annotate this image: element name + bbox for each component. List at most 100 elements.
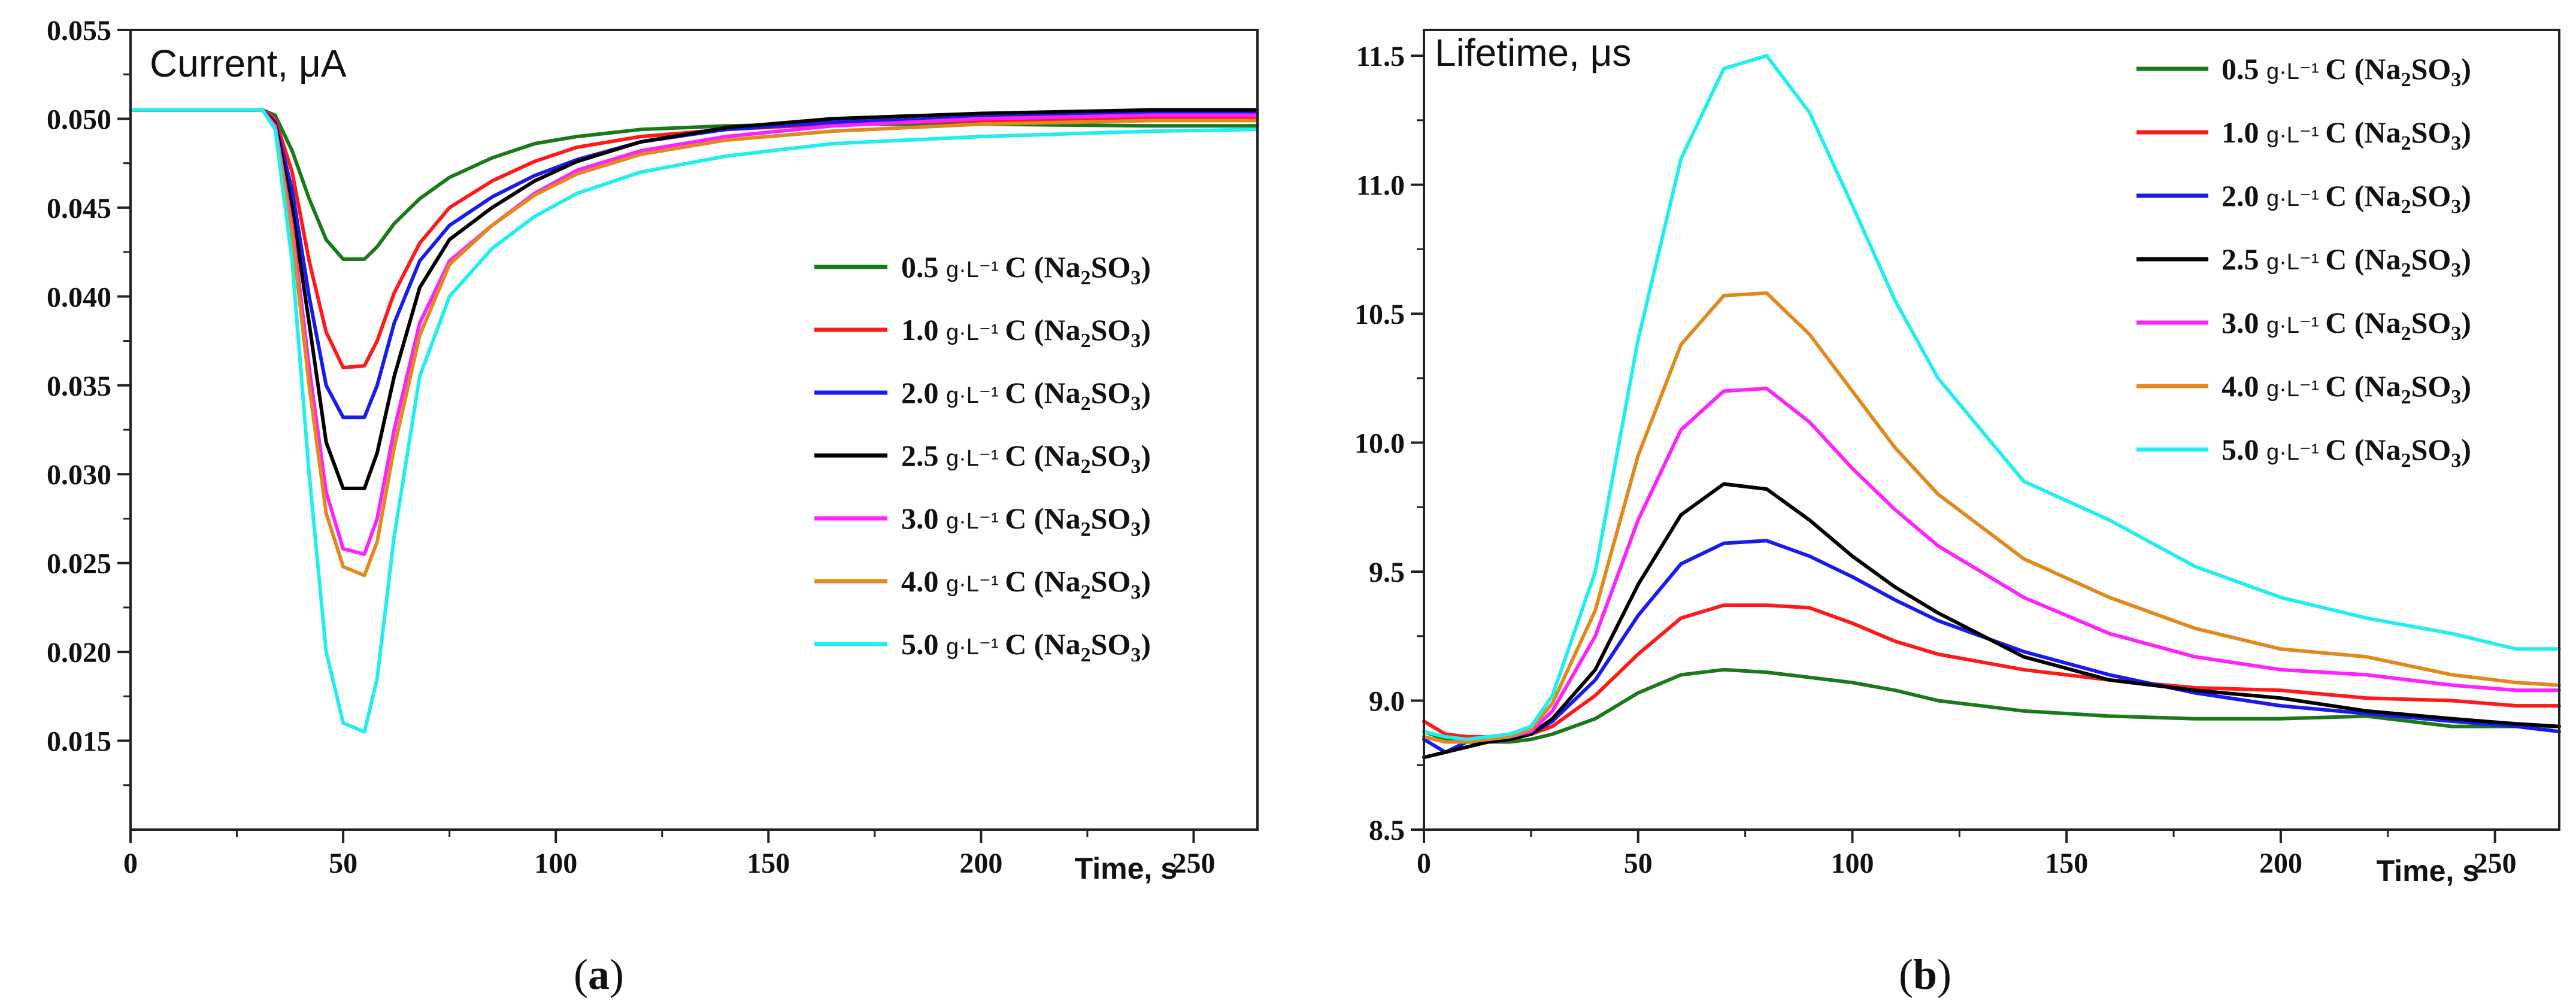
panel-a-series-line-4-0: [129, 108, 1259, 578]
legend-subscript: 3: [1131, 393, 1141, 415]
panel-a-y-tick-label: 0.025: [47, 548, 111, 580]
panel-a-legend-item: 2.0 g·L⁻¹ C (Na2SO3): [814, 376, 1151, 415]
legend-unit: g·L⁻¹: [946, 509, 1005, 534]
legend-subscript: 3: [2451, 69, 2461, 91]
legend-subscript: 3: [2451, 196, 2461, 218]
panel-b-legend-item: 2.5 g·L⁻¹ C (Na2SO3): [2136, 242, 2471, 281]
legend-concentration: 1.0: [2222, 116, 2266, 149]
legend-concentration: 1.0: [901, 313, 946, 347]
panel-b-x-tick-label: 200: [2259, 848, 2302, 879]
panel-a-label: (a): [574, 951, 624, 998]
legend-formula: C (Na: [1005, 439, 1080, 472]
legend-formula: C (Na: [1005, 502, 1080, 535]
panel-b-x-axis-label: Time, s: [2377, 854, 2479, 888]
panel-a-legend-item: 4.0 g·L⁻¹ C (Na2SO3): [814, 564, 1151, 603]
legend-concentration: 2.0: [901, 376, 946, 409]
panel-a-legend-label: 5.0 g·L⁻¹ C (Na2SO3): [901, 627, 1151, 666]
legend-concentration: 3.0: [901, 502, 946, 535]
legend-subscript: 2: [1081, 267, 1091, 289]
legend-formula: SO: [1091, 627, 1131, 661]
legend-formula: ): [1141, 313, 1151, 347]
panel-a-y-tick-label: 0.015: [47, 726, 111, 758]
panel-a-chart: 0 50 100 150 200 250 0.015 0.020 0.025 0.030 0.035…: [47, 15, 1259, 998]
panel-a-series: [129, 108, 1259, 734]
panel-b-letter: b: [1913, 951, 1937, 998]
panel-a-y-tick-label: 0.030: [47, 459, 111, 491]
legend-concentration: 3.0: [2222, 306, 2266, 339]
panel-a-legend-label: 3.0 g·L⁻¹ C (Na2SO3): [901, 502, 1151, 541]
panel-b-chart: 0 50 100 150 200 250 8.5 9.0 9.5 10.0 10.5 11.0 11.5…: [1354, 29, 2561, 998]
panel-a-x-tick-label: 0: [123, 848, 138, 879]
panel-a-x-tick-label: 100: [534, 848, 577, 879]
panel-a-x-tick-label: 50: [329, 848, 357, 879]
panel-a-legend-item: 1.0 g·L⁻¹ C (Na2SO3): [814, 313, 1151, 352]
panel-b-legend-item: 3.0 g·L⁻¹ C (Na2SO3): [2136, 306, 2471, 345]
legend-formula: ): [2461, 433, 2471, 466]
panel-b-legend-item: 0.5 g·L⁻¹ C (Na2SO3): [2136, 52, 2471, 91]
legend-formula: C (Na: [2325, 179, 2401, 212]
legend-formula: ): [2461, 116, 2471, 149]
panel-b-legend-item: 4.0 g·L⁻¹ C (Na2SO3): [2136, 369, 2471, 408]
legend-subscript: 2: [2401, 69, 2411, 91]
legend-formula: ): [1141, 564, 1151, 598]
legend-formula: ): [1141, 376, 1151, 409]
panel-b-legend-label: 4.0 g·L⁻¹ C (Na2SO3): [2222, 369, 2471, 408]
legend-unit: g·L⁻¹: [2266, 186, 2325, 211]
panel-a-ticks: 0 50 100 150 200 250 0.015 0.020 0.025 0.030 0.035…: [47, 15, 1215, 879]
legend-subscript: 3: [1131, 581, 1141, 603]
legend-formula: SO: [2411, 179, 2451, 212]
panel-a-legend-label: 2.0 g·L⁻¹ C (Na2SO3): [901, 376, 1151, 415]
panel-b-series-line-2-5: [1422, 482, 2561, 760]
legend-unit: g·L⁻¹: [2266, 59, 2325, 84]
legend-formula: ): [1141, 250, 1151, 284]
panel-a-legend-label: 2.5 g·L⁻¹ C (Na2SO3): [901, 439, 1151, 478]
panel-b-x-tick-label: 150: [2045, 848, 2088, 879]
panel-b-y-tick-label: 8.5: [1369, 815, 1405, 846]
panel-a-x-tick-label: 200: [959, 848, 1002, 879]
panel-a-y-tick-label: 0.055: [47, 15, 111, 47]
legend-unit: g·L⁻¹: [946, 383, 1005, 408]
panel-a-series-line-2-5: [129, 108, 1259, 490]
panel-a-x-tick-label: 250: [1172, 848, 1215, 879]
legend-unit: g·L⁻¹: [2266, 123, 2325, 148]
legend-formula: C (Na: [2325, 242, 2401, 276]
legend-concentration: 4.0: [2222, 369, 2266, 403]
legend-subscript: 3: [1131, 330, 1141, 352]
legend-formula: SO: [1091, 376, 1131, 409]
panel-a-letter: a: [588, 951, 610, 998]
legend-formula: C (Na: [2325, 306, 2401, 339]
legend-formula: ): [2461, 52, 2471, 86]
legend-formula: ): [1141, 439, 1151, 472]
legend-subscript: 2: [2401, 323, 2411, 345]
legend-subscript: 3: [2451, 132, 2461, 154]
legend-formula: ): [1141, 502, 1151, 535]
legend-formula: C (Na: [1005, 627, 1080, 661]
legend-formula: SO: [2411, 242, 2451, 276]
legend-unit: g·L⁻¹: [946, 446, 1005, 471]
legend-unit: g·L⁻¹: [2266, 250, 2325, 275]
panel-b-y-tick-label: 10.5: [1354, 299, 1405, 330]
legend-unit: g·L⁻¹: [946, 320, 1005, 345]
panel-a-x-tick-label: 150: [747, 848, 790, 879]
panel-b-series-line-0-5: [1422, 667, 2561, 744]
panel-a-legend-item: 3.0 g·L⁻¹ C (Na2SO3): [814, 502, 1151, 541]
panel-b-legend-label: 2.0 g·L⁻¹ C (Na2SO3): [2222, 179, 2471, 218]
panel-b-x-tick-label: 50: [1624, 848, 1653, 879]
legend-subscript: 2: [2401, 450, 2411, 472]
panel-a-series-line-5-0: [129, 108, 1259, 734]
legend-concentration: 2.5: [2222, 242, 2266, 276]
panel-a-y-tick-label: 0.020: [47, 637, 111, 669]
legend-concentration: 0.5: [901, 250, 946, 284]
panel-b-legend-label: 5.0 g·L⁻¹ C (Na2SO3): [2222, 433, 2471, 472]
panel-b-legend-item: 5.0 g·L⁻¹ C (Na2SO3): [2136, 433, 2471, 472]
panel-b-title: Lifetime, μs: [1435, 31, 1632, 74]
legend-subscript: 2: [1081, 330, 1091, 352]
legend-formula: SO: [1091, 564, 1131, 598]
panel-b-legend-label: 2.5 g·L⁻¹ C (Na2SO3): [2222, 242, 2471, 281]
panel-a-y-tick-label: 0.045: [47, 193, 111, 224]
panel-b-y-tick-label: 9.0: [1369, 686, 1405, 718]
legend-subscript: 3: [1131, 267, 1141, 289]
legend-subscript: 3: [2451, 259, 2461, 281]
legend-formula: ): [2461, 369, 2471, 403]
legend-formula: SO: [1091, 439, 1131, 472]
